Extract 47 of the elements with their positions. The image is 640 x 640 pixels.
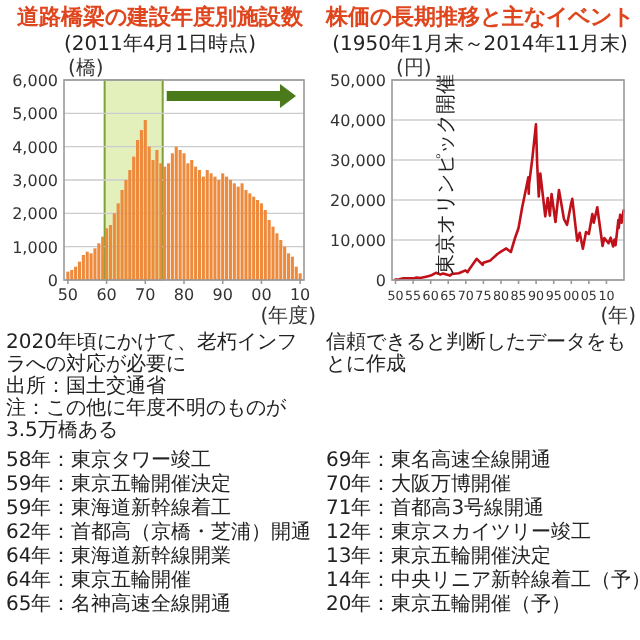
text: 注：この他に年度不明のものが3.5万橋ある bbox=[6, 398, 288, 442]
y-tick-label: 1,000 bbox=[12, 238, 58, 257]
text: 出所：国土交通省 bbox=[6, 376, 166, 398]
chart-subtitle: (1950年1月末～2014年11月末) bbox=[332, 32, 628, 56]
y-tick-label: 3,000 bbox=[12, 172, 58, 190]
y-axis-title: (円) bbox=[396, 58, 432, 80]
y-axis-title: (橋) bbox=[68, 56, 104, 80]
x-tick-label: 60 bbox=[96, 286, 117, 304]
y-tick-label: 6,000 bbox=[12, 72, 58, 90]
y-tick-label: 30,000 bbox=[330, 152, 386, 170]
text: 58年：東京タワー竣工 bbox=[6, 450, 212, 472]
text: 64年：東京五輪開催 bbox=[6, 570, 192, 592]
text: 2020年頃にかけて、老朽インフラへの対応が必要に bbox=[6, 332, 299, 376]
x-tick-label: 10 bbox=[289, 286, 311, 304]
y-tick-label: 2,000 bbox=[12, 205, 58, 224]
text: 59年：東京五輪開催決定 bbox=[6, 474, 232, 496]
chart-title: 株価の長期推移と主なイベント bbox=[324, 4, 634, 30]
text: 14年：中央リニア新幹線着工（予） bbox=[326, 570, 640, 592]
text: 71年：首都高3号線開通 bbox=[326, 498, 545, 520]
annotation: 東京オリンピック開催 bbox=[433, 74, 458, 274]
text: 65年：名神高速全線開通 bbox=[6, 594, 232, 616]
x-tick-label: 80 bbox=[173, 286, 195, 304]
y-tick-label: 50,000 bbox=[330, 72, 386, 90]
chart-title: 道路橋梁の建設年度別施設数 bbox=[15, 4, 305, 30]
x-axis-title: (年度) bbox=[260, 304, 317, 328]
text: 70年：大阪万博開催 bbox=[326, 474, 512, 496]
chart-subtitle: (2011年4月1日時点) bbox=[64, 32, 257, 56]
y-tick-label: 10,000 bbox=[330, 232, 386, 250]
y-tick-label: 5,000 bbox=[12, 105, 58, 124]
text: 20年：東京五輪開催（予） bbox=[326, 594, 572, 616]
x-tick-label: 50 bbox=[57, 286, 79, 304]
text: 62年：首都高（京橋・芝浦）開通 bbox=[6, 522, 312, 544]
y-tick-label: 0 bbox=[375, 272, 386, 290]
x-axis-title: (年) bbox=[600, 304, 637, 328]
y-tick-label: 0 bbox=[47, 272, 58, 290]
x-tick-label: 00 bbox=[251, 286, 272, 304]
text: 64年：東海道新幹線開業 bbox=[6, 546, 232, 568]
text: 13年：東京五輪開催決定 bbox=[326, 546, 552, 568]
text: 信頼できると判断したデータをもとに作成 bbox=[326, 332, 628, 376]
x-tick-label: 90 bbox=[212, 286, 233, 304]
y-tick-label: 4,000 bbox=[12, 138, 58, 157]
y-tick-label: 20,000 bbox=[330, 192, 386, 210]
text: 12年：東京スカイツリー竣工 bbox=[326, 522, 592, 544]
x-tick-label: 70 bbox=[135, 286, 156, 304]
text: 59年：東海道新幹線着工 bbox=[6, 498, 232, 520]
text: 69年：東名高速全線開通 bbox=[326, 450, 552, 472]
y-tick-label: 40,000 bbox=[330, 112, 386, 130]
